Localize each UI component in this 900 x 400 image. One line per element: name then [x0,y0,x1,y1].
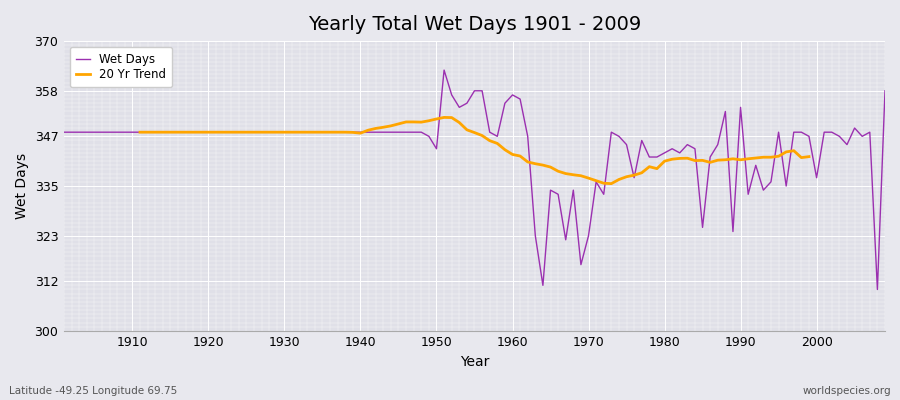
20 Yr Trend [135,130,146,134]
Wet Days [286,130,297,134]
Wet Days [507,92,517,97]
20 Yr Trend [484,138,495,143]
Wet Days [438,68,449,72]
Y-axis label: Wet Days: Wet Days [15,153,29,219]
Wet Days [58,130,69,134]
Wet Days [120,130,130,134]
Line: Wet Days: Wet Days [64,70,885,290]
Wet Days [879,88,890,93]
Wet Days [872,287,883,292]
Line: 20 Yr Trend: 20 Yr Trend [140,117,809,184]
Text: worldspecies.org: worldspecies.org [803,386,891,396]
Wet Days [606,130,616,134]
20 Yr Trend [272,130,283,134]
Text: Latitude -49.25 Longitude 69.75: Latitude -49.25 Longitude 69.75 [9,386,177,396]
20 Yr Trend [393,122,404,126]
20 Yr Trend [606,181,616,186]
20 Yr Trend [438,115,449,120]
20 Yr Trend [218,130,229,134]
X-axis label: Year: Year [460,355,490,369]
Wet Days [332,130,343,134]
20 Yr Trend [804,154,814,159]
20 Yr Trend [203,130,214,134]
Wet Days [515,97,526,102]
20 Yr Trend [742,156,753,161]
Title: Yearly Total Wet Days 1901 - 2009: Yearly Total Wet Days 1901 - 2009 [308,15,641,34]
Legend: Wet Days, 20 Yr Trend: Wet Days, 20 Yr Trend [70,47,172,87]
